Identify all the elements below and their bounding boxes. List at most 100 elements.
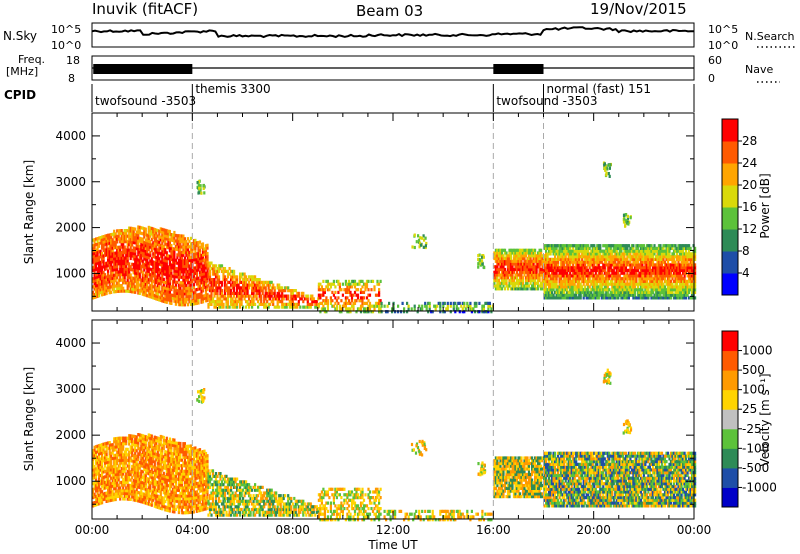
echo-cell xyxy=(225,305,228,309)
echo-cell xyxy=(208,280,212,284)
echo-cell xyxy=(258,283,261,287)
echo-cell xyxy=(164,231,167,235)
echo-cell xyxy=(537,262,540,266)
echo-cell xyxy=(105,245,108,249)
echo-cell xyxy=(591,252,594,256)
echo-cell xyxy=(632,255,635,259)
echo-cell xyxy=(116,245,119,249)
echo-cell xyxy=(146,233,149,237)
echo-cell xyxy=(344,288,347,292)
echo-cell xyxy=(288,305,291,309)
echo-cell xyxy=(131,290,134,294)
echo-cell xyxy=(182,295,185,299)
echo-cell xyxy=(219,264,222,268)
noise-sky-label: N.Sky xyxy=(3,29,37,43)
echo-cell xyxy=(543,296,546,300)
echo-cell xyxy=(512,254,516,258)
echo-cell xyxy=(264,305,267,309)
echo-cell xyxy=(192,244,195,248)
echo-cell xyxy=(167,232,170,236)
echo-cell xyxy=(113,287,116,291)
echo-cell xyxy=(233,289,236,293)
echo-cell xyxy=(500,270,504,274)
echo-cell xyxy=(102,284,105,288)
echo-cell xyxy=(137,250,140,254)
echo-cell xyxy=(186,237,189,241)
echo-cell xyxy=(143,257,146,261)
echo-cell xyxy=(144,230,147,234)
echo-cell xyxy=(162,258,165,262)
echo-cell xyxy=(523,254,526,258)
echo-cell xyxy=(158,268,161,272)
echo-cell xyxy=(284,302,287,306)
echo-cell xyxy=(239,289,242,293)
echo-cell xyxy=(95,284,98,288)
echo-cell xyxy=(132,279,135,283)
echo-cell xyxy=(101,290,104,294)
echo-cell xyxy=(204,249,208,253)
echo-cell xyxy=(251,305,254,309)
echo-cell xyxy=(570,268,573,272)
echo-cell xyxy=(362,296,366,300)
echo-cell xyxy=(506,254,510,258)
echo-cell xyxy=(204,247,208,251)
echo-cell xyxy=(609,263,612,267)
echo-cell xyxy=(114,273,117,277)
echo-cell xyxy=(129,276,132,280)
echo-cell xyxy=(582,277,585,281)
echo-cell xyxy=(137,283,140,287)
echo-cell xyxy=(320,293,323,297)
echo-cell xyxy=(198,273,202,277)
echo-cell xyxy=(116,270,119,274)
echo-cell xyxy=(146,266,149,270)
echo-cell xyxy=(543,290,546,294)
echo-cell xyxy=(508,265,511,269)
echo-cell xyxy=(183,286,186,290)
echo-cell xyxy=(590,293,593,297)
echo-cell xyxy=(534,251,537,255)
echo-cell xyxy=(177,267,180,271)
echo-cell xyxy=(143,293,146,297)
echo-cell xyxy=(540,284,543,288)
echo-cell xyxy=(569,263,572,267)
echo-cell xyxy=(167,273,170,277)
echo-cell xyxy=(570,260,573,264)
echo-cell xyxy=(111,271,114,275)
echo-cell xyxy=(575,263,578,267)
echo-cell xyxy=(572,296,575,300)
echo-cell xyxy=(614,246,617,250)
echo-cell xyxy=(605,279,608,283)
echo-cell xyxy=(614,274,617,278)
echo-cell xyxy=(606,249,609,253)
echo-cell xyxy=(185,253,188,257)
echo-cell xyxy=(645,257,648,261)
echo-cell xyxy=(591,285,594,289)
echo-cell xyxy=(427,310,430,314)
echo-cell xyxy=(223,291,227,295)
echo-cell xyxy=(605,282,608,286)
echo-cell xyxy=(186,281,189,285)
echo-cell xyxy=(228,272,231,276)
echo-cell xyxy=(569,255,572,259)
freq-label-line1: Freq. xyxy=(18,53,45,66)
echo-cell xyxy=(514,259,517,263)
echo-cell xyxy=(102,270,105,274)
echo-cell xyxy=(629,249,632,253)
echo-cell xyxy=(621,244,624,248)
echo-cell xyxy=(222,294,225,298)
echo-cell xyxy=(591,271,594,275)
echo-cell xyxy=(521,281,525,285)
echo-cell xyxy=(147,234,150,238)
echo-cell xyxy=(552,279,555,283)
echo-cell xyxy=(576,285,579,289)
echo-cell xyxy=(129,265,132,269)
echo-cell xyxy=(557,288,560,292)
echo-cell xyxy=(110,252,113,256)
echo-cell xyxy=(144,277,147,281)
echo-cell xyxy=(108,263,111,267)
echo-cell xyxy=(609,255,612,259)
echo-cell xyxy=(520,265,523,269)
echo-cell xyxy=(239,286,242,290)
echo-cell xyxy=(117,231,120,236)
